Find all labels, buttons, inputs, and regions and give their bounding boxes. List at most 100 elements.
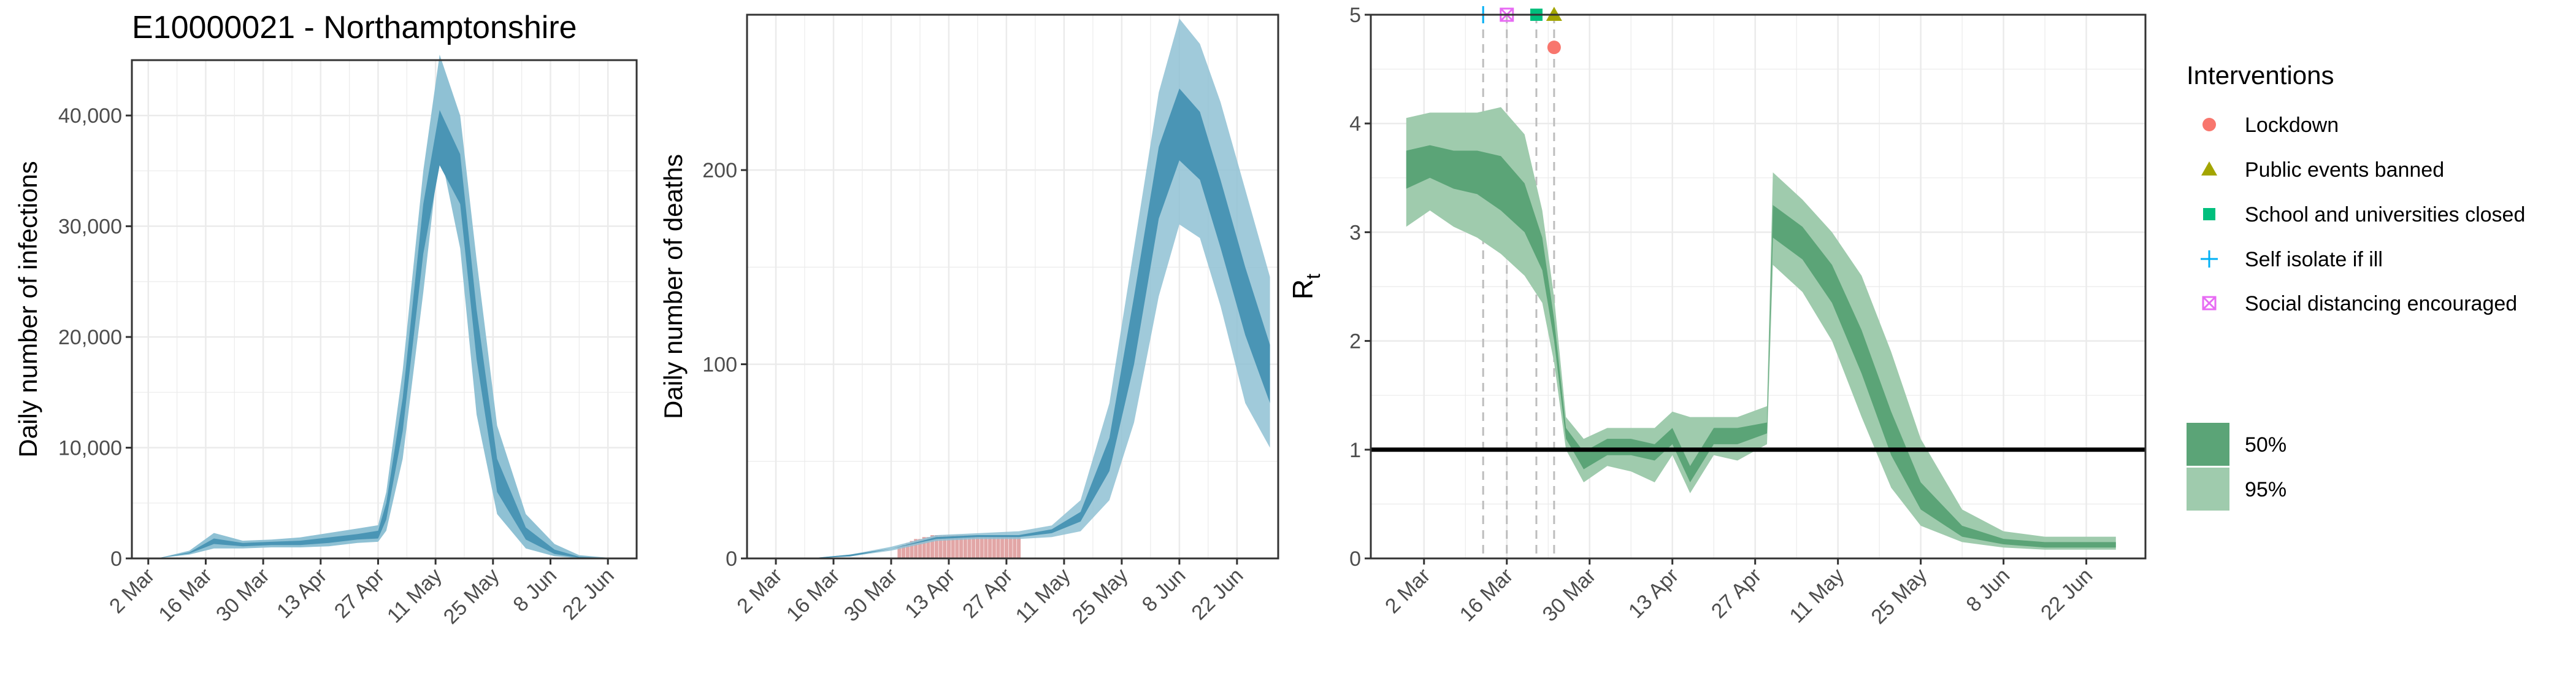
x-tick-label: 2 Mar [732,564,786,618]
x-tick-label: 8 Jun [508,564,561,617]
death-bar [922,537,926,558]
x-tick-label: 27 Apr [958,564,1017,623]
x-tick-label: 8 Jun [1962,564,2015,617]
death-bar [988,535,992,558]
y-tick-label: 0 [1349,547,1361,571]
plot-background [132,60,637,558]
x-tick-label: 11 May [1011,564,1075,628]
death-bar [918,539,922,558]
y-tick-label: 30,000 [58,215,122,239]
lockdown-marker [1547,41,1561,55]
ribbon-50 [1406,145,2116,548]
y-axis-title-sub: t [1302,274,1324,279]
death-bar [910,541,914,558]
death-bar [1004,535,1008,558]
panel-border [746,14,1279,560]
x-tick-label: 8 Jun [1138,564,1190,617]
death-bar [926,537,930,558]
y-tick-label: 5 [1349,4,1361,27]
y-axis-title-main: R [1287,279,1319,299]
triangle-icon [2201,161,2217,176]
x-tick-label: 11 May [383,564,447,628]
legend-item-label: School and universities closed [2245,203,2525,226]
ribbon-50 [808,88,1270,558]
panel-border [131,59,638,560]
x-tick-label: 16 Mar [782,564,845,627]
death-bar [984,535,988,558]
death-bar [1008,535,1013,558]
y-tick-label: 0 [726,547,737,571]
death-bar [1017,535,1021,558]
x-tick-label: 30 Mar [212,564,274,627]
x-tick-label: 16 Mar [1455,564,1518,627]
death-bar [1000,535,1005,558]
x-tick-label: 16 Mar [154,564,217,627]
death-bar [943,535,947,558]
y-tick-label: 4 [1349,112,1361,136]
y-tick-label: 2 [1349,330,1361,353]
y-axis-title: Rt [1287,274,1324,299]
boxed-x-icon [2202,296,2217,311]
death-bar [938,535,943,558]
death-bar [897,547,902,558]
square-icon [2203,208,2215,220]
x-tick-label: 2 Mar [1381,564,1435,618]
death-bar [905,542,910,558]
ribbon-95 [132,55,616,558]
plus-icon [2201,250,2218,268]
legend-item-label: Lockdown [2245,114,2339,137]
legend-item-label: Public events banned [2245,158,2444,182]
x-tick-label: 13 Apr [272,564,331,623]
ribbon-95 [808,18,1270,559]
death-bar [902,544,906,558]
band-95-swatch [2187,468,2229,511]
x-tick-label: 11 May [1785,564,1849,628]
death-bar [930,535,935,558]
legend: Interventions Lockdown Public events banne… [2187,61,2525,511]
x-tick-label: 25 May [1867,564,1932,629]
death-bar [955,535,959,558]
death-bar [946,535,951,558]
ribbon-95 [1406,107,2116,550]
x2 [2202,296,2217,311]
death-bar [967,535,972,558]
band-95-label: 95% [2245,478,2287,501]
death-bar [1013,535,1017,558]
y-tick-label: 100 [702,353,737,377]
death-bar [959,535,964,558]
x-tick-label: 27 Apr [1707,564,1766,623]
y-tick-label: 200 [702,159,737,182]
x-tick-label: 25 May [1068,564,1133,629]
box [2202,296,2217,311]
y-axis-title: Daily number of infections [13,161,42,457]
x-tick-label: 22 Jun [2036,564,2097,625]
y-axis-title: Daily number of deaths [659,154,688,419]
x-tick-label: 22 Jun [558,564,619,625]
death-bar [934,535,938,558]
legend-title: Interventions [2187,61,2334,90]
x-tick-label: 30 Mar [1538,564,1601,627]
y-tick-label: 10,000 [58,437,122,460]
y-tick-label: 0 [110,547,122,571]
death-bar [996,535,1000,558]
death-bar [972,535,976,558]
x-tick-label: 25 May [439,564,504,629]
legend-item-label: Self isolate if ill [2245,248,2383,271]
x-tick-label: 13 Apr [1624,564,1683,623]
legend-item-label: Social distancing encouraged [2245,292,2517,315]
death-bar [963,535,967,558]
rt-panel: 0 1 2 3 4 5 2 Mar 16 Mar 30 Mar 13 Apr 27 Apr 11 Ma… [1287,4,2147,629]
death-bar [979,535,984,558]
x-tick-label: 27 Apr [330,564,389,623]
x-tick-label: 13 Apr [900,564,959,623]
death-bar [975,535,979,558]
x-tick-label: 2 Mar [105,564,159,618]
x-tick-label: 22 Jun [1187,564,1248,625]
ribbon-50 [132,110,616,558]
y-tick-label: 3 [1349,221,1361,244]
y-tick-label: 1 [1349,439,1361,462]
x-tick-label: 30 Mar [840,564,902,627]
